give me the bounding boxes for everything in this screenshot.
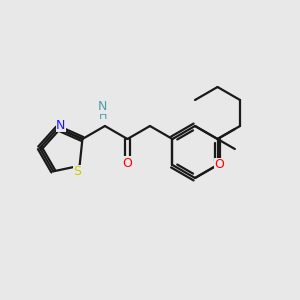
Text: O: O	[214, 158, 224, 172]
Text: S: S	[74, 165, 82, 178]
Text: H: H	[99, 111, 107, 121]
Text: N: N	[98, 100, 108, 113]
Text: O: O	[122, 157, 132, 170]
Text: N: N	[56, 118, 65, 132]
